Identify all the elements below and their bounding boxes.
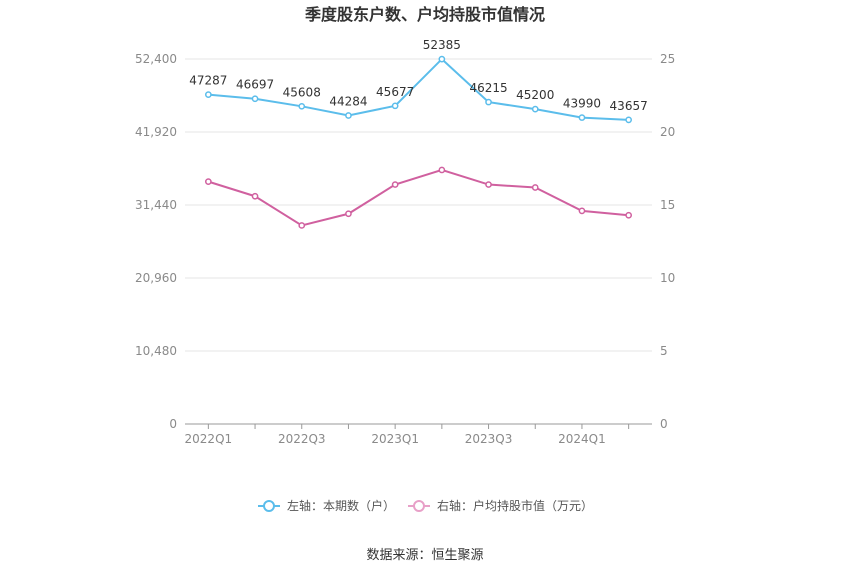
data-label: 45608 xyxy=(283,85,321,99)
x-tick-label: 2024Q1 xyxy=(558,432,606,446)
legend: 左轴：本期数（户） 右轴：户均持股市值（万元） xyxy=(258,498,593,513)
data-label: 52385 xyxy=(423,38,461,52)
data-label: 43990 xyxy=(563,97,601,111)
right-tick-label: 25 xyxy=(660,52,675,66)
data-label: 47287 xyxy=(189,74,227,88)
data-point xyxy=(578,114,586,121)
left-tick-label: 52,400 xyxy=(135,52,177,66)
series-2 xyxy=(205,166,633,229)
data-point xyxy=(531,105,539,113)
right-tick-label: 20 xyxy=(660,125,675,139)
left-tick-label: 10,480 xyxy=(135,344,177,358)
left-tick-label: 41,920 xyxy=(135,125,177,139)
right-axis-ticks: 0 5 10 15 20 25 xyxy=(660,52,675,431)
data-label: 45677 xyxy=(376,85,414,99)
legend-label: 左轴：本期数（户） xyxy=(287,498,395,513)
legend-marker xyxy=(263,500,275,512)
series-1: 47287 46697 45608 44284 45677 52385 46215 45200… xyxy=(189,38,648,124)
grid xyxy=(185,58,652,352)
data-point xyxy=(391,181,399,188)
data-point xyxy=(485,181,492,188)
data-point xyxy=(205,91,212,98)
left-tick-label: 31,440 xyxy=(135,198,177,212)
data-label: 46697 xyxy=(236,78,274,92)
data-point xyxy=(298,102,306,110)
legend-item-1[interactable]: 左轴：本期数（户） xyxy=(258,498,395,513)
right-tick-label: 10 xyxy=(660,271,675,285)
data-point xyxy=(345,210,352,218)
data-point xyxy=(625,116,633,124)
x-axis: 2022Q1 2022Q3 2023Q1 2023Q3 2024Q1 xyxy=(185,423,652,446)
data-label: 46215 xyxy=(469,81,507,95)
x-tick-label: 2023Q3 xyxy=(465,432,513,446)
right-tick-label: 0 xyxy=(660,417,668,431)
right-tick-label: 15 xyxy=(660,198,675,212)
data-point xyxy=(438,55,446,63)
series-line xyxy=(208,57,629,121)
x-tick-label: 2023Q1 xyxy=(371,432,419,446)
data-label: 43657 xyxy=(610,99,648,113)
data-point xyxy=(531,184,539,191)
chart-title: 季度股东户数、户均持股市值情况 xyxy=(304,5,545,24)
source-text: 数据来源：恒生聚源 xyxy=(366,548,483,563)
legend-item-2[interactable]: 右轴：户均持股市值（万元） xyxy=(408,498,593,513)
data-point xyxy=(298,222,306,229)
data-label: 44284 xyxy=(329,95,367,109)
legend-marker xyxy=(413,500,425,512)
data-point xyxy=(391,102,399,110)
data-point xyxy=(205,178,212,185)
series-layer: 47287 46697 45608 44284 45677 52385 46215 45200… xyxy=(189,38,648,229)
data-point xyxy=(438,166,446,174)
x-tick-label: 2022Q3 xyxy=(278,432,326,446)
data-label: 45200 xyxy=(516,88,554,102)
right-tick-label: 5 xyxy=(660,344,668,358)
data-point xyxy=(251,192,259,200)
left-axis-ticks: 0 10,480 20,960 31,440 41,920 52,400 xyxy=(135,52,177,431)
data-point xyxy=(485,98,492,106)
series-line xyxy=(208,168,629,227)
data-point xyxy=(625,211,633,219)
data-point xyxy=(578,207,586,215)
data-point xyxy=(251,95,259,103)
left-tick-label: 20,960 xyxy=(135,271,177,285)
data-point xyxy=(345,112,352,119)
left-tick-label: 0 xyxy=(169,417,177,431)
legend-label: 右轴：户均持股市值（万元） xyxy=(437,498,593,513)
x-tick-label: 2022Q1 xyxy=(185,432,233,446)
